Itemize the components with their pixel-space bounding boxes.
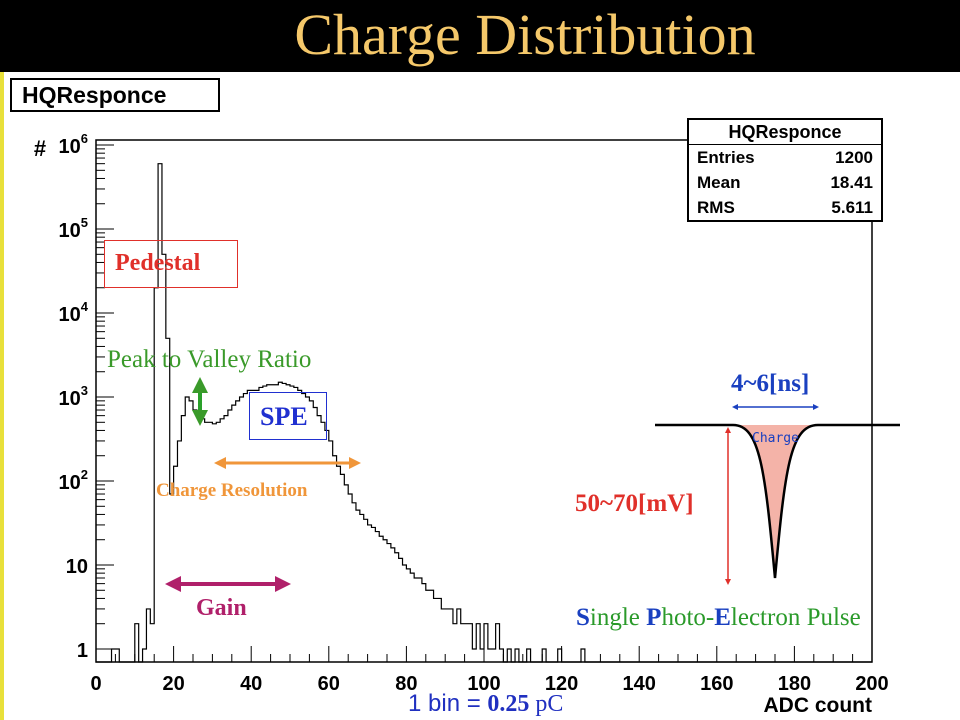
pulse-diagram: Charge <box>655 404 900 585</box>
y-tick-label: 106 <box>59 131 88 158</box>
peak-to-valley-label: Peak to Valley Ratio <box>107 346 312 373</box>
x-tick-label: 60 <box>318 673 340 695</box>
histogram-line <box>96 163 872 663</box>
gain-label: Gain <box>196 595 247 621</box>
histogram-title: HQResponce <box>22 82 167 108</box>
stats-value: 1200 <box>835 148 873 167</box>
charge-resolution-label: Charge Resolution <box>156 480 308 501</box>
histogram-series <box>96 163 872 663</box>
annotation-arrows <box>165 377 361 592</box>
stats-value: 5.611 <box>831 198 873 217</box>
bin-note-prefix: 1 bin = <box>408 690 488 717</box>
y-tick-label: 104 <box>59 299 89 326</box>
x-tick-label: 180 <box>778 673 811 695</box>
pulse-charge-fill <box>733 425 818 578</box>
x-tick-label: 80 <box>395 673 417 695</box>
y-tick-label: 103 <box>59 383 88 410</box>
pulse-charge-label: Charge <box>752 431 799 446</box>
y-tick-label: 102 <box>59 467 88 494</box>
pedestal-label: Pedestal <box>104 240 238 288</box>
y-tick-label: 1 <box>77 640 88 662</box>
stats-value: 18.41 <box>830 173 873 192</box>
stats-key: Mean <box>697 173 741 192</box>
bin-note-unit: pC <box>529 691 564 717</box>
slide-title: Charge Distribution <box>294 2 756 67</box>
x-tick-label: 40 <box>240 673 262 695</box>
x-tick-label: 20 <box>162 673 184 695</box>
stats-key: RMS <box>697 198 735 217</box>
pulse-caption-ingle: ingle <box>589 604 647 631</box>
pulse-waveform <box>655 423 900 579</box>
stats-divider <box>689 144 881 145</box>
pulse-amplitude-label: 50~70[mV] <box>575 490 694 517</box>
x-axis-label: ADC count <box>764 694 873 717</box>
pulse-caption: Single Photo-Electron Pulse <box>576 604 861 632</box>
stats-key: Entries <box>697 148 755 167</box>
y-axis-label: # <box>34 136 46 161</box>
bin-width-note: 1 bin = 0.25 pC <box>408 690 563 718</box>
pulse-caption-lectron: lectron Pulse <box>730 604 861 631</box>
stats-row-entries: Entries 1200 <box>697 148 873 170</box>
spe-label: SPE <box>249 392 327 440</box>
x-tick-label: 200 <box>855 673 888 695</box>
x-tick-label: 140 <box>623 673 656 695</box>
pulse-caption-e: E <box>714 604 731 631</box>
pulse-caption-s: S <box>576 604 590 631</box>
x-tick-label: 0 <box>90 673 101 695</box>
histogram-title-box: HQResponce <box>10 78 220 112</box>
x-tick-label: 100 <box>467 673 500 695</box>
y-tick-label: 105 <box>59 215 88 242</box>
bin-note-value: 0.25 <box>487 691 530 717</box>
stats-row-mean: Mean 18.41 <box>697 173 873 195</box>
x-tick-label: 160 <box>700 673 733 695</box>
pulse-caption-hoto: hoto- <box>661 604 715 631</box>
stats-row-rms: RMS 5.611 <box>697 198 873 220</box>
y-tick-label: 10 <box>66 556 88 578</box>
stats-title: HQResponce <box>728 122 842 142</box>
pulse-width-label: 4~6[ns] <box>731 370 810 397</box>
pulse-caption-p: P <box>646 604 662 631</box>
stats-box: HQResponce Entries 1200 Mean 18.41 RMS 5… <box>687 118 883 222</box>
x-tick-label: 120 <box>545 673 578 695</box>
